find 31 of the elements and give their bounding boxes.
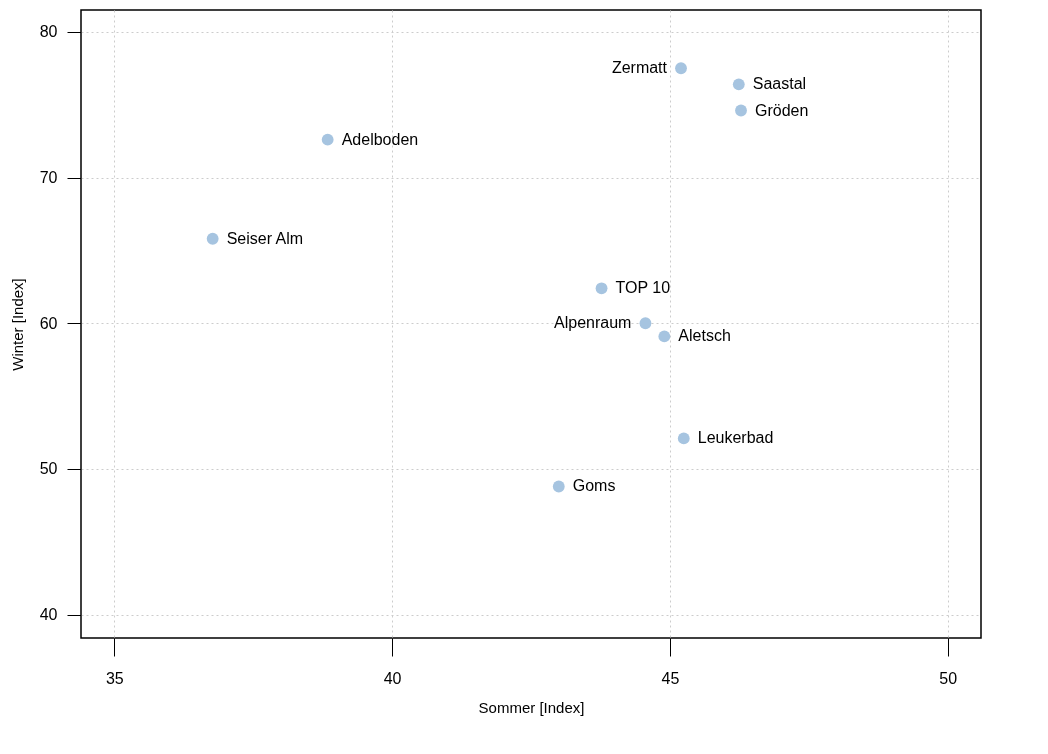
point — [206, 232, 219, 245]
annotation: Aletsch — [678, 327, 731, 345]
point — [732, 78, 745, 91]
annotation: Gröden — [755, 101, 809, 119]
point — [321, 133, 334, 146]
point — [595, 282, 608, 295]
x-axis-title: Sommer [Index] — [478, 698, 585, 716]
y-axis-title: Winter [Index] — [8, 278, 26, 371]
annotation: Alpenraum — [554, 314, 632, 332]
x-tick-label: 35 — [105, 669, 124, 687]
x-tick-label: 50 — [939, 669, 958, 687]
x-tick-label: 45 — [661, 669, 680, 687]
annotation: Zermatt — [611, 59, 668, 77]
y-tick-label: 70 — [39, 169, 58, 187]
annotation: Goms — [572, 477, 616, 495]
annotation: Leukerbad — [697, 429, 774, 447]
point — [735, 104, 747, 117]
point — [677, 432, 690, 445]
annotation: TOP 10 — [615, 279, 671, 297]
y-tick-label: 80 — [39, 23, 58, 41]
point — [639, 317, 652, 330]
y-tick-label: 60 — [39, 314, 58, 332]
x-tick-label: 40 — [383, 669, 402, 687]
point — [658, 330, 671, 343]
y-tick-label: 40 — [39, 606, 58, 624]
annotation: Saastal — [752, 75, 807, 93]
annotation: Seiser Alm — [226, 229, 304, 247]
annotation: Adelboden — [341, 130, 419, 148]
point — [552, 480, 565, 493]
point — [675, 62, 687, 75]
y-tick-label: 50 — [39, 460, 58, 478]
